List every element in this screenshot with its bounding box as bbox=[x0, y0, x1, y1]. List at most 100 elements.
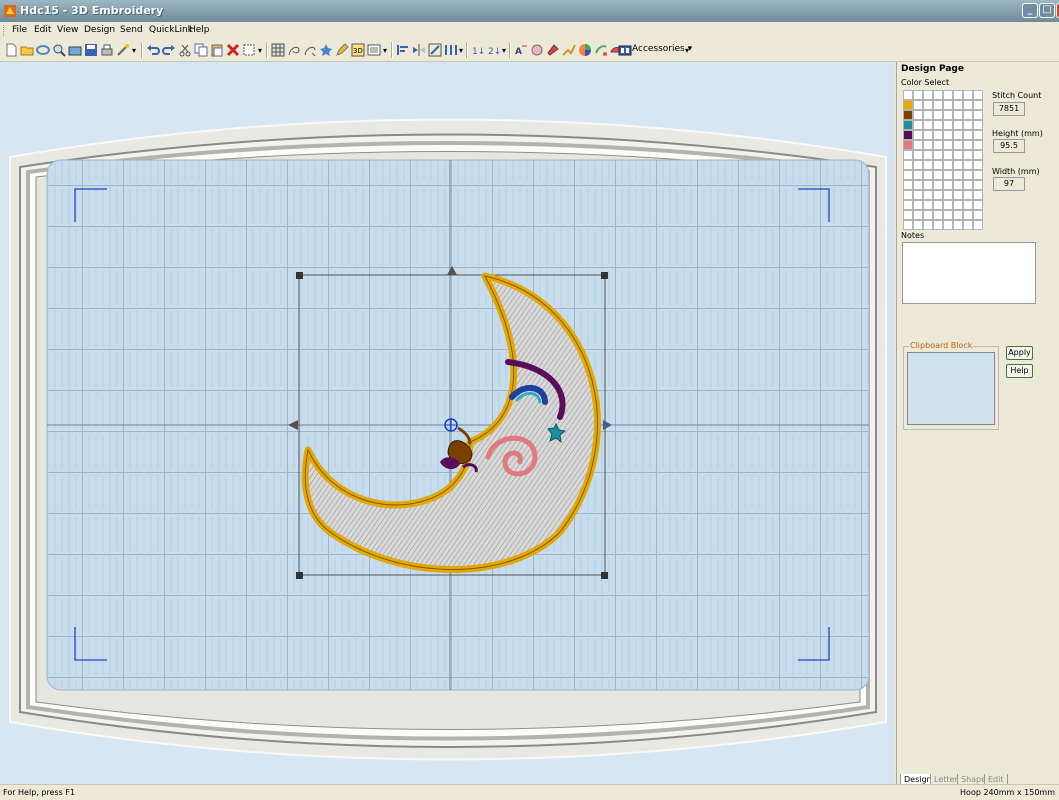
empty-color-swatch[interactable] bbox=[953, 100, 963, 110]
empty-color-swatch[interactable] bbox=[923, 90, 933, 100]
3d-view-icon[interactable]: 3D bbox=[351, 43, 365, 57]
empty-color-swatch[interactable] bbox=[933, 220, 943, 230]
accessories-menu[interactable]: Accessories ▾ bbox=[632, 44, 693, 54]
select-icon[interactable] bbox=[242, 43, 256, 57]
sort-ascending-icon[interactable]: 1↓ bbox=[471, 43, 485, 57]
empty-color-swatch[interactable] bbox=[923, 140, 933, 150]
paint-icon[interactable] bbox=[546, 43, 560, 57]
grid-icon[interactable] bbox=[271, 43, 285, 57]
empty-color-swatch[interactable] bbox=[933, 180, 943, 190]
new-file-icon[interactable] bbox=[4, 43, 18, 57]
toolbar-dropdown-3[interactable]: ▾ bbox=[383, 46, 388, 55]
monogram-icon[interactable] bbox=[530, 43, 544, 57]
empty-color-swatch[interactable] bbox=[913, 90, 923, 100]
menu-help[interactable]: Help bbox=[189, 25, 210, 35]
empty-color-swatch[interactable] bbox=[953, 210, 963, 220]
empty-color-swatch[interactable] bbox=[973, 180, 983, 190]
empty-color-swatch[interactable] bbox=[933, 140, 943, 150]
empty-color-swatch[interactable] bbox=[953, 180, 963, 190]
empty-color-swatch[interactable] bbox=[923, 180, 933, 190]
empty-color-swatch[interactable] bbox=[963, 210, 973, 220]
zoom-icon[interactable] bbox=[52, 43, 66, 57]
toolbar-dropdown-5[interactable]: ▾ bbox=[502, 46, 507, 55]
notes-field[interactable] bbox=[902, 242, 1036, 304]
empty-color-swatch[interactable] bbox=[953, 190, 963, 200]
empty-color-swatch[interactable] bbox=[953, 130, 963, 140]
empty-color-swatch[interactable] bbox=[933, 130, 943, 140]
empty-color-swatch[interactable] bbox=[953, 160, 963, 170]
resize-icon[interactable] bbox=[428, 43, 442, 57]
color-wheel-icon[interactable] bbox=[578, 43, 592, 57]
empty-color-swatch[interactable] bbox=[973, 140, 983, 150]
empty-color-swatch[interactable] bbox=[943, 160, 953, 170]
empty-color-swatch[interactable] bbox=[903, 160, 913, 170]
flip-icon[interactable] bbox=[412, 43, 426, 57]
empty-color-swatch[interactable] bbox=[963, 150, 973, 160]
empty-color-swatch[interactable] bbox=[963, 220, 973, 230]
print-icon[interactable] bbox=[100, 43, 114, 57]
star-select-icon[interactable] bbox=[319, 43, 333, 57]
align-icon[interactable] bbox=[396, 43, 410, 57]
empty-color-swatch[interactable] bbox=[943, 130, 953, 140]
empty-color-swatch[interactable] bbox=[913, 100, 923, 110]
empty-color-swatch[interactable] bbox=[943, 190, 953, 200]
empty-color-swatch[interactable] bbox=[953, 110, 963, 120]
empty-color-swatch[interactable] bbox=[943, 110, 953, 120]
empty-color-swatch[interactable] bbox=[923, 110, 933, 120]
toolbar-dropdown-6[interactable]: ▾ bbox=[685, 46, 690, 55]
empty-color-swatch[interactable] bbox=[953, 90, 963, 100]
empty-color-swatch[interactable] bbox=[973, 190, 983, 200]
maximize-button[interactable]: □ bbox=[1039, 3, 1055, 18]
menu-edit[interactable]: Edit bbox=[34, 25, 52, 35]
empty-color-swatch[interactable] bbox=[953, 120, 963, 130]
sort-descending-icon[interactable]: 2↓ bbox=[487, 43, 501, 57]
empty-color-swatch[interactable] bbox=[933, 200, 943, 210]
empty-color-swatch[interactable] bbox=[973, 200, 983, 210]
empty-color-swatch[interactable] bbox=[963, 160, 973, 170]
empty-color-swatch[interactable] bbox=[923, 160, 933, 170]
empty-color-swatch[interactable] bbox=[963, 90, 973, 100]
empty-color-swatch[interactable] bbox=[973, 210, 983, 220]
empty-color-swatch[interactable] bbox=[913, 110, 923, 120]
empty-color-swatch[interactable] bbox=[973, 150, 983, 160]
empty-color-swatch[interactable] bbox=[923, 100, 933, 110]
select-all-icon[interactable] bbox=[303, 43, 317, 57]
design-canvas[interactable] bbox=[0, 62, 895, 784]
paste-icon[interactable] bbox=[210, 43, 224, 57]
empty-color-swatch[interactable] bbox=[923, 210, 933, 220]
thread-color-swatch[interactable] bbox=[903, 130, 913, 140]
empty-color-swatch[interactable] bbox=[923, 220, 933, 230]
empty-color-swatch[interactable] bbox=[973, 130, 983, 140]
empty-color-swatch[interactable] bbox=[943, 170, 953, 180]
thread-color-swatch[interactable] bbox=[903, 120, 913, 130]
menu-view[interactable]: View bbox=[57, 25, 79, 35]
empty-color-swatch[interactable] bbox=[933, 170, 943, 180]
empty-color-swatch[interactable] bbox=[933, 120, 943, 130]
empty-color-swatch[interactable] bbox=[933, 150, 943, 160]
empty-color-swatch[interactable] bbox=[973, 90, 983, 100]
hoop-icon[interactable] bbox=[36, 43, 50, 57]
clipboard-block-preview[interactable] bbox=[907, 352, 995, 425]
empty-color-swatch[interactable] bbox=[913, 140, 923, 150]
letter-icon[interactable]: A bbox=[514, 43, 528, 57]
empty-color-swatch[interactable] bbox=[963, 140, 973, 150]
empty-color-swatch[interactable] bbox=[973, 120, 983, 130]
empty-color-swatch[interactable] bbox=[953, 150, 963, 160]
empty-color-swatch[interactable] bbox=[973, 160, 983, 170]
empty-color-swatch[interactable] bbox=[903, 150, 913, 160]
empty-color-swatch[interactable] bbox=[943, 150, 953, 160]
empty-color-swatch[interactable] bbox=[963, 180, 973, 190]
open-folder-icon[interactable] bbox=[20, 43, 34, 57]
empty-color-swatch[interactable] bbox=[903, 180, 913, 190]
copy-icon[interactable] bbox=[194, 43, 208, 57]
menu-design[interactable]: Design bbox=[84, 25, 116, 35]
save-icon[interactable] bbox=[84, 43, 98, 57]
menu-send[interactable]: Send bbox=[120, 25, 143, 35]
toolbar-dropdown-2[interactable]: ▾ bbox=[258, 46, 263, 55]
accessories-icon[interactable] bbox=[618, 43, 632, 57]
redo-icon[interactable] bbox=[162, 43, 176, 57]
thread-color-swatch[interactable] bbox=[903, 110, 913, 120]
empty-color-swatch[interactable] bbox=[913, 130, 923, 140]
empty-color-swatch[interactable] bbox=[963, 170, 973, 180]
empty-color-swatch[interactable] bbox=[923, 190, 933, 200]
